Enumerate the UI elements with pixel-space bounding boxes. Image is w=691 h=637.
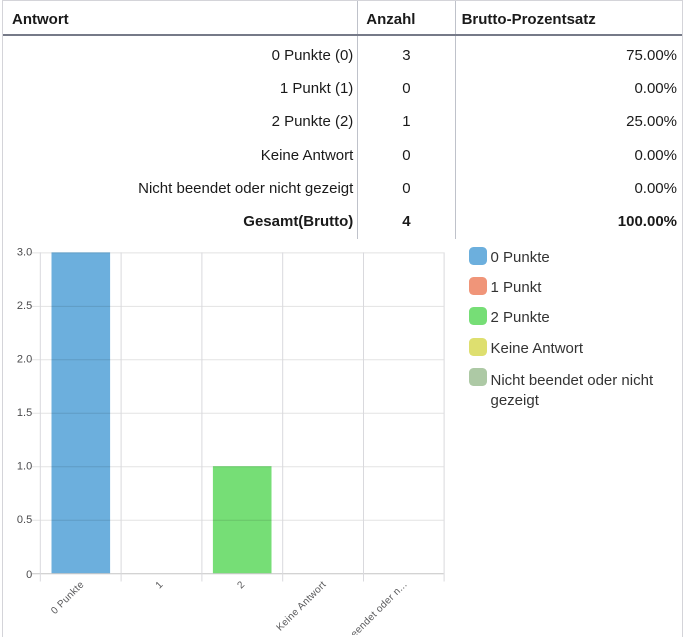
- svg-text:1: 1: [154, 579, 166, 591]
- svg-text:Keine Antwort: Keine Antwort: [275, 579, 329, 633]
- svg-text:2: 2: [235, 579, 247, 591]
- svg-text:2.0: 2.0: [17, 354, 32, 366]
- svg-text:2.5: 2.5: [17, 300, 32, 312]
- svg-text:Nicht beendet oder n...: Nicht beendet oder n...: [325, 579, 409, 635]
- svg-text:1.5: 1.5: [17, 407, 32, 419]
- svg-text:3.0: 3.0: [17, 247, 32, 259]
- svg-text:0.5: 0.5: [17, 514, 32, 526]
- svg-text:0: 0: [26, 569, 32, 581]
- svg-text:1.0: 1.0: [17, 460, 32, 472]
- svg-text:0 Punkte: 0 Punkte: [49, 579, 86, 616]
